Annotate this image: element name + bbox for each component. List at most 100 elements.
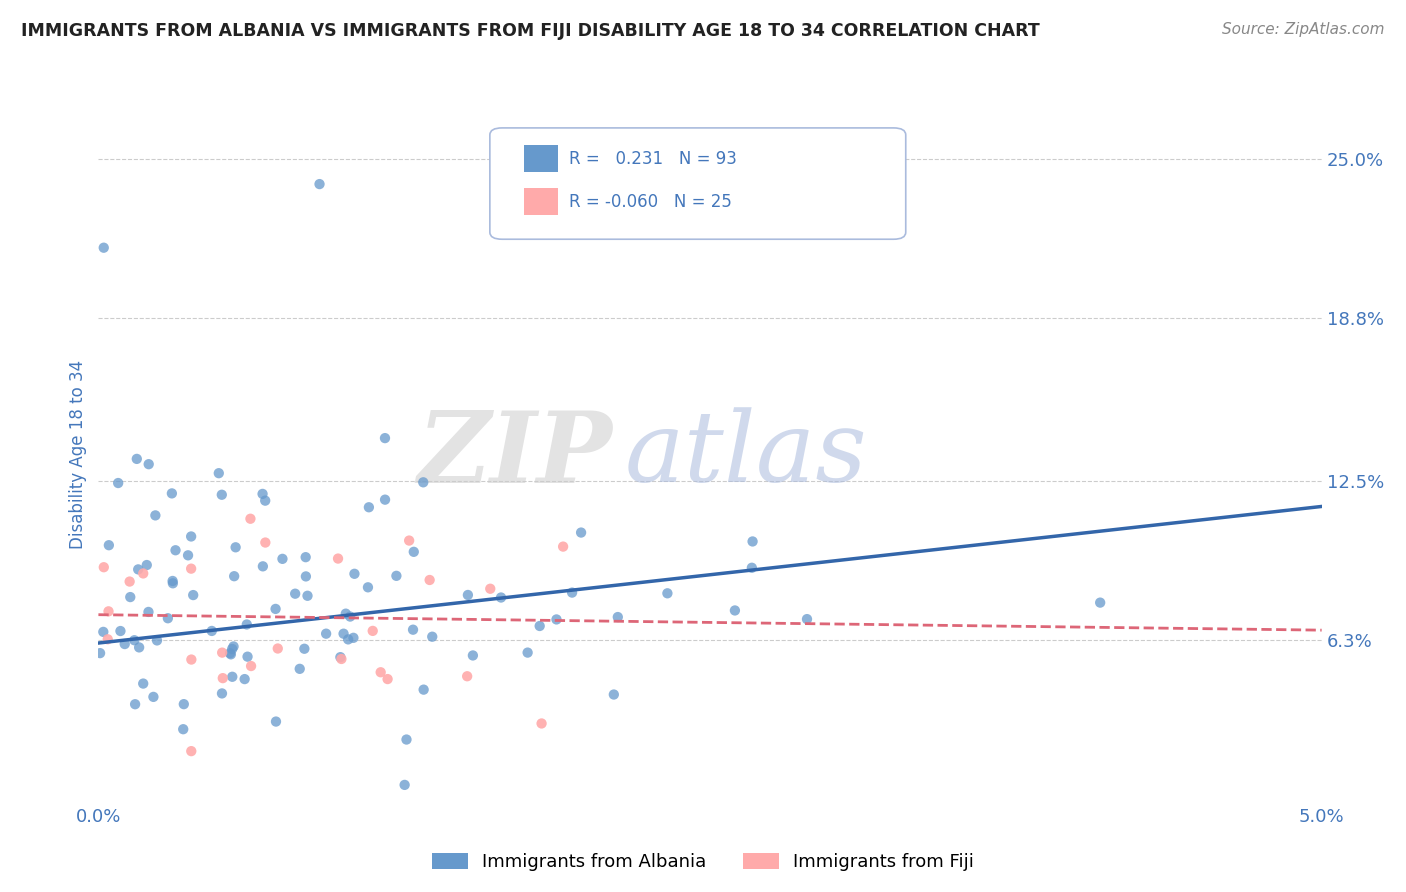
Point bbox=[546, 612, 568, 626]
Point bbox=[606, 610, 628, 624]
Point bbox=[267, 641, 290, 656]
Text: Source: ZipAtlas.com: Source: ZipAtlas.com bbox=[1222, 22, 1385, 37]
Point bbox=[315, 626, 337, 640]
Point bbox=[419, 573, 441, 587]
Point bbox=[172, 722, 194, 736]
FancyBboxPatch shape bbox=[489, 128, 905, 239]
Point bbox=[385, 569, 408, 583]
Point bbox=[796, 612, 818, 626]
Point bbox=[180, 652, 202, 666]
Point bbox=[343, 566, 366, 581]
Point bbox=[208, 466, 231, 480]
Point bbox=[342, 631, 364, 645]
Point bbox=[561, 585, 583, 599]
Point bbox=[252, 559, 274, 574]
Point bbox=[219, 646, 242, 660]
Point bbox=[142, 690, 165, 704]
Point bbox=[724, 603, 747, 617]
Point bbox=[173, 697, 195, 711]
Point bbox=[361, 624, 384, 638]
Point bbox=[377, 672, 399, 686]
Point bbox=[240, 659, 263, 673]
Point bbox=[516, 646, 538, 660]
Point bbox=[91, 624, 114, 639]
Point bbox=[181, 588, 204, 602]
Text: IMMIGRANTS FROM ALBANIA VS IMMIGRANTS FROM FIJI DISABILITY AGE 18 TO 34 CORRELAT: IMMIGRANTS FROM ALBANIA VS IMMIGRANTS FR… bbox=[21, 22, 1040, 40]
Point bbox=[211, 671, 233, 685]
Point bbox=[156, 611, 179, 625]
Point bbox=[211, 686, 233, 700]
Point bbox=[412, 682, 434, 697]
Bar bbox=[524, 145, 558, 172]
Point bbox=[294, 550, 316, 565]
Point bbox=[132, 566, 155, 581]
Point bbox=[233, 672, 256, 686]
Point bbox=[529, 619, 551, 633]
Point bbox=[165, 543, 187, 558]
Point bbox=[132, 676, 155, 690]
Point bbox=[657, 586, 679, 600]
Text: atlas: atlas bbox=[624, 408, 868, 502]
Point bbox=[145, 508, 167, 523]
Point bbox=[146, 633, 169, 648]
Point bbox=[239, 512, 262, 526]
Point bbox=[128, 640, 150, 655]
Point bbox=[236, 617, 259, 632]
Point bbox=[398, 533, 420, 548]
Point bbox=[162, 574, 184, 588]
Point bbox=[201, 624, 224, 638]
Point bbox=[221, 642, 243, 657]
Point bbox=[93, 241, 115, 255]
Point bbox=[530, 716, 553, 731]
Point bbox=[264, 714, 287, 729]
Point bbox=[221, 670, 243, 684]
Point bbox=[138, 605, 160, 619]
Point bbox=[177, 549, 200, 563]
Point bbox=[236, 649, 259, 664]
Point bbox=[374, 492, 396, 507]
Point bbox=[326, 551, 349, 566]
Point bbox=[292, 641, 315, 656]
Point bbox=[337, 632, 360, 647]
Point bbox=[89, 646, 111, 660]
Point bbox=[254, 535, 277, 549]
Point bbox=[741, 561, 763, 575]
Point bbox=[374, 431, 396, 445]
Point bbox=[135, 558, 157, 572]
Point bbox=[456, 669, 478, 683]
Point bbox=[295, 569, 318, 583]
Point bbox=[357, 580, 380, 594]
Point bbox=[569, 525, 592, 540]
Point bbox=[297, 589, 319, 603]
Point bbox=[138, 457, 160, 471]
Point bbox=[180, 529, 202, 543]
Point bbox=[741, 534, 763, 549]
Point bbox=[252, 487, 274, 501]
Point bbox=[124, 697, 146, 711]
Point bbox=[124, 633, 146, 648]
Point bbox=[332, 626, 354, 640]
Point bbox=[211, 488, 233, 502]
Legend: Immigrants from Albania, Immigrants from Fiji: Immigrants from Albania, Immigrants from… bbox=[425, 846, 981, 879]
Point bbox=[489, 591, 512, 605]
Point bbox=[357, 500, 380, 515]
Point bbox=[339, 609, 361, 624]
Point bbox=[160, 486, 183, 500]
Point bbox=[107, 476, 129, 491]
Point bbox=[225, 541, 247, 555]
Point bbox=[395, 732, 418, 747]
Point bbox=[308, 177, 330, 191]
Point bbox=[97, 538, 120, 552]
Point bbox=[288, 662, 311, 676]
Point bbox=[110, 624, 132, 638]
Text: ZIP: ZIP bbox=[418, 407, 612, 503]
Point bbox=[180, 744, 202, 758]
Point bbox=[118, 574, 141, 589]
Point bbox=[120, 590, 142, 604]
Point bbox=[180, 562, 202, 576]
Bar bbox=[524, 188, 558, 215]
Point bbox=[370, 665, 392, 680]
Point bbox=[224, 569, 246, 583]
Point bbox=[254, 493, 277, 508]
Point bbox=[211, 646, 233, 660]
